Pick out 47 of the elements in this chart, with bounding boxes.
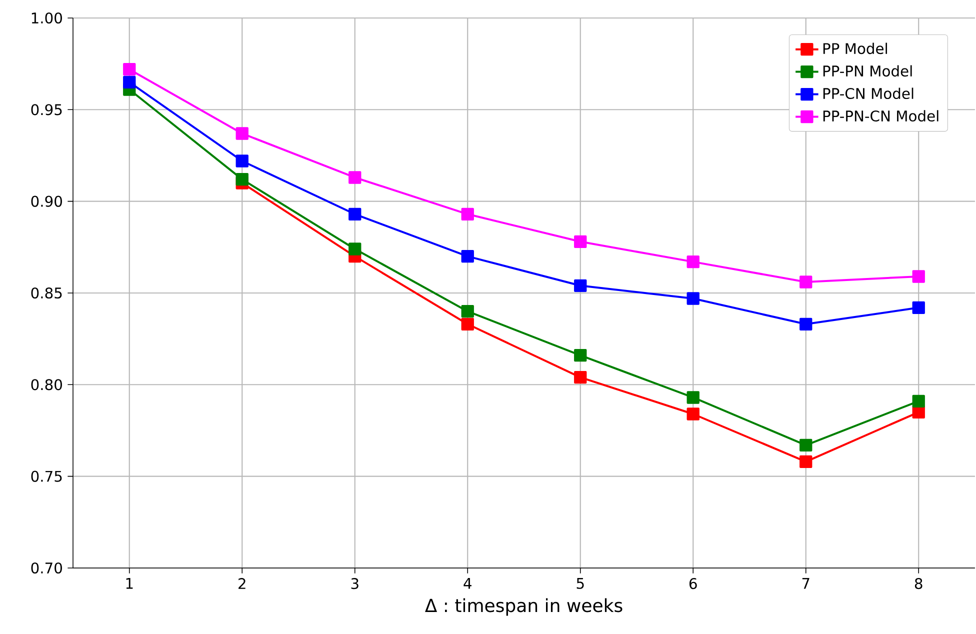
point — [574, 348, 587, 362]
point — [800, 276, 812, 288]
point — [461, 250, 474, 263]
x-axis-title: Δ : timespan in weeks — [425, 598, 622, 616]
y-tick-label: 1.00 — [32, 12, 62, 24]
y-tick-label: 0.85 — [31, 287, 62, 299]
point — [800, 438, 812, 452]
point — [912, 301, 925, 314]
point — [348, 242, 362, 256]
x-tick-label: 7 — [802, 578, 810, 589]
x-tick-label: 3 — [351, 578, 358, 590]
point — [348, 208, 362, 220]
y-tick-label: 0.70 — [31, 562, 62, 574]
point — [236, 154, 248, 168]
point — [574, 370, 587, 384]
legend-label: PP-PN Model — [823, 65, 912, 77]
x-tick-label: 6 — [689, 578, 697, 590]
x-tick-label: 8 — [914, 578, 922, 590]
point — [686, 255, 700, 268]
point — [574, 235, 587, 248]
point — [686, 408, 700, 420]
point — [236, 172, 248, 186]
point — [686, 292, 700, 305]
point — [461, 304, 474, 318]
x-tick-label: 5 — [576, 578, 584, 589]
point — [800, 455, 812, 468]
point — [236, 127, 248, 140]
point — [123, 76, 136, 88]
point — [461, 318, 474, 330]
legend-label: PP-CN Model — [823, 88, 914, 100]
x-tick-label: 1 — [126, 578, 133, 589]
point — [348, 171, 362, 184]
y-tick-label: 0.95 — [31, 104, 62, 116]
point — [912, 394, 925, 408]
y-tick-label: 0.75 — [31, 470, 62, 482]
y-tick-label: 0.80 — [31, 379, 62, 390]
y-tick-label: 0.90 — [31, 196, 62, 207]
point — [123, 62, 136, 76]
legend-label: PP Model — [823, 42, 887, 54]
x-tick-label: 2 — [238, 578, 246, 589]
point — [912, 270, 925, 283]
point — [800, 318, 812, 330]
point — [574, 279, 587, 292]
point — [461, 208, 474, 220]
legend-label: PP-PN-CN Model — [823, 110, 938, 122]
point — [686, 391, 700, 404]
x-tick-label: 4 — [464, 578, 472, 589]
